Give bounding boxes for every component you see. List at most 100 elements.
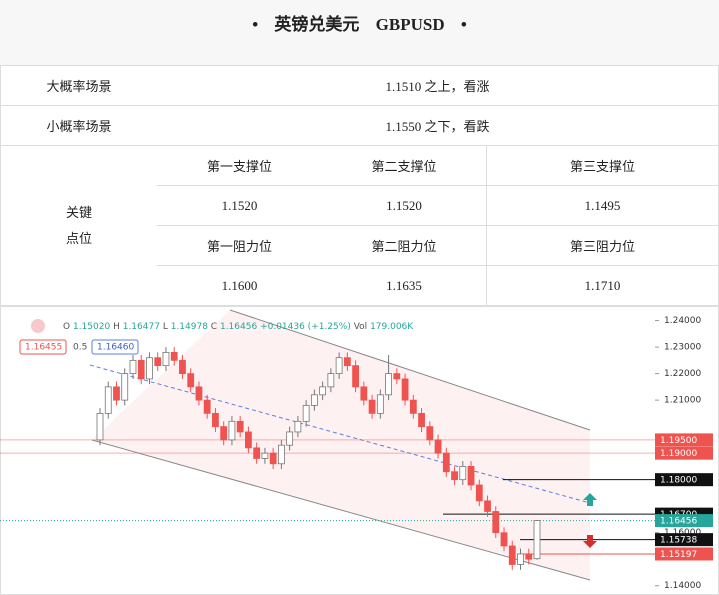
candle-body: [319, 386, 327, 396]
title: • 英镑兑美元 GBPUSD •: [0, 10, 719, 35]
candle-body: [393, 373, 401, 380]
candle-body: [467, 466, 475, 486]
candle-body: [113, 386, 120, 401]
candle-body: [162, 351, 170, 367]
candle-body: [269, 452, 277, 465]
ohlc-value: 1.16477: [123, 322, 160, 332]
ohlc-label: H: [113, 322, 120, 332]
scenario-value: 1.1550 之下，看跌: [157, 106, 719, 146]
y-tick-label: 1.22000: [664, 369, 701, 379]
candle-body: [187, 373, 195, 388]
change: +0.01436 (+1.25%): [260, 322, 351, 332]
candle-body: [385, 373, 392, 396]
ohlc-label: O: [63, 322, 70, 332]
channel-lower: [91, 439, 591, 581]
level-name: 第二阻力位: [322, 226, 487, 266]
level-name: 第一支撑位: [157, 146, 323, 186]
candle-body: [261, 452, 269, 459]
channel-mid: [89, 364, 591, 504]
channel-fill: [92, 310, 590, 580]
candle-body: [286, 431, 294, 446]
candle-body: [484, 500, 491, 512]
candle-body: [146, 357, 153, 380]
price-tag-bg: [655, 433, 713, 447]
candle-body: [533, 520, 541, 560]
candle-body: [434, 439, 442, 454]
ohlc-value: 1.15020: [73, 322, 110, 332]
candle-body: [129, 359, 137, 375]
price-tag: 1.19000: [660, 449, 697, 459]
volume-label: Vol: [354, 322, 367, 332]
ohlc-value: 1.14978: [171, 322, 208, 332]
price-tag: 1.19500: [660, 436, 697, 446]
candle-body: [104, 386, 112, 414]
y-tick-label: 1.24000: [664, 316, 701, 326]
candle-body: [294, 420, 302, 433]
price-tag: 1.16456: [660, 517, 697, 527]
symbol-icon: [31, 319, 45, 333]
candle-body: [203, 399, 211, 414]
y-tick-label: 1.14000: [664, 581, 701, 591]
candle-body: [517, 553, 524, 565]
ohlc-label: L: [163, 322, 168, 332]
title-text: 英镑兑美元: [274, 15, 360, 34]
sell-price: 1.16455: [25, 343, 62, 353]
chart: 1.240001.230001.220001.210001.160001.140…: [0, 306, 719, 595]
key-levels-label: 关键 点位: [0, 146, 158, 306]
title-bar: • 英镑兑美元 GBPUSD •: [0, 0, 719, 66]
candle-body: [179, 359, 186, 375]
candle-body: [277, 444, 285, 465]
level-name: 第三支撑位: [487, 146, 719, 186]
volume-value: 179.006K: [370, 322, 414, 332]
candle-body: [360, 386, 368, 401]
buy-price: 1.16460: [97, 343, 134, 353]
candle-body: [154, 357, 162, 367]
candle-body: [335, 357, 343, 375]
price-tag-bg: [655, 514, 713, 528]
price-tag-bg: [655, 473, 713, 487]
label-line: 点位: [65, 230, 92, 246]
level-value: 1.1710: [487, 266, 719, 306]
y-tick-label: 1.23000: [664, 343, 701, 353]
level-value: 1.1635: [322, 266, 487, 306]
candle-body: [459, 466, 467, 481]
price-tag-bg: [655, 547, 713, 561]
candle-body: [170, 351, 178, 361]
ohlc-value: 1.16456: [220, 322, 257, 332]
sell-box: [19, 339, 67, 355]
scenario-label: 小概率场景: [0, 106, 158, 146]
ohlc-label: C: [211, 322, 217, 332]
channel-upper: [229, 309, 591, 431]
buy-box: [91, 339, 139, 355]
candle-body: [426, 426, 434, 441]
level-value: 1.1495: [487, 186, 719, 226]
candle-body: [409, 399, 417, 414]
candle-body: [327, 373, 335, 388]
candle-body: [236, 420, 244, 433]
candle-body: [500, 532, 508, 547]
label-line: 关键: [65, 204, 92, 220]
candle-body: [195, 386, 203, 401]
level-value: 1.1600: [157, 266, 323, 306]
candle-body: [376, 394, 384, 414]
candle-body: [343, 357, 351, 367]
y-tick-label: 1.21000: [664, 396, 701, 406]
scenario-value: 1.1510 之上，看涨: [157, 66, 719, 106]
candle-body: [228, 420, 236, 441]
candle-body: [220, 426, 228, 441]
candle-body: [352, 365, 360, 388]
bullet: •: [252, 15, 259, 34]
price-tag-bg: [655, 446, 713, 460]
candle-body: [245, 431, 252, 449]
level-name: 第三阻力位: [487, 226, 719, 266]
down-arrow: [583, 535, 597, 548]
candle-body: [121, 373, 129, 401]
candle-body: [442, 452, 450, 473]
candle-body: [368, 399, 376, 414]
scenario-label: 大概率场景: [0, 66, 158, 106]
level-value: 1.1520: [322, 186, 487, 226]
price-tag: 1.18000: [660, 476, 697, 486]
candle-body: [253, 447, 261, 459]
price-tag-bg: [655, 533, 713, 547]
